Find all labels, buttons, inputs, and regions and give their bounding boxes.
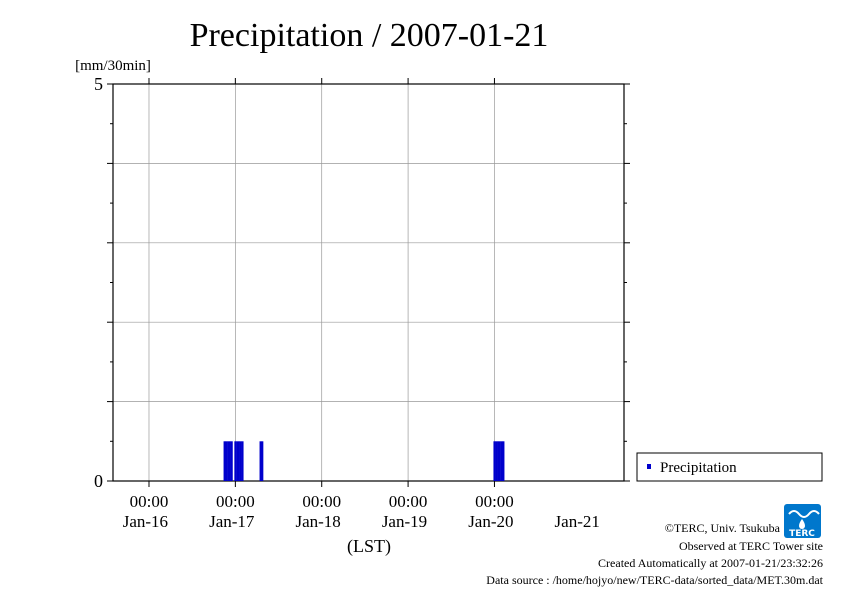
legend-marker [647,464,651,469]
axis-ticks [107,78,630,487]
precipitation-bar [230,441,233,481]
legend-label: Precipitation [660,460,737,476]
source-text: Data source : /home/hojyo/new/TERC-data/… [486,573,823,587]
x-time-tick-label: 00:00 [475,492,514,511]
x-date-label: Jan-17 [209,512,255,531]
x-date-label: Jan-20 [468,512,513,531]
x-date-label: Jan-16 [123,512,168,531]
observed-text: Observed at TERC Tower site [679,539,823,553]
grid-lines [113,84,624,481]
copyright-text: ©TERC, Univ. Tsukuba [665,521,781,535]
precipitation-bar [500,441,503,481]
precipitation-bar [493,441,496,481]
x-time-tick-label: 00:00 [302,492,341,511]
precipitation-bar [225,441,228,481]
y-tick-label: 0 [94,471,103,491]
precipitation-bars [223,441,505,481]
logo-text: TERC [789,529,815,539]
y-axis-label: [mm/30min] [75,58,151,74]
precipitation-bar [227,441,230,481]
precipitation-bar [237,441,240,481]
chart-title: Precipitation / 2007-01-21 [190,17,549,54]
precipitation-bar [241,441,244,481]
precipitation-bar [261,441,264,481]
legend-box [636,452,823,482]
plot-frame [112,83,625,482]
x-time-tick-label: 00:00 [130,492,169,511]
terc-logo: TERC [784,504,821,539]
precipitation-bar [498,441,501,481]
y-tick-label: 5 [94,74,103,94]
precipitation-bar [259,441,262,481]
precipitation-bar [228,441,231,481]
precipitation-bar [234,441,237,481]
x-axis-label: (LST) [347,536,391,557]
precipitation-bar [502,441,505,481]
x-date-label: Jan-18 [295,512,340,531]
legend: Precipitation [636,452,823,482]
logo-drop-icon [799,519,805,529]
precipitation-bar [223,441,226,481]
logo-wave-icon [788,510,820,518]
x-date-label: Jan-19 [382,512,427,531]
x-time-tick-label: 00:00 [389,492,428,511]
precipitation-bar [239,441,242,481]
precipitation-bar [236,441,239,481]
x-date-label: Jan-21 [555,512,600,531]
created-text: Created Automatically at 2007-01-21/23:3… [598,556,823,570]
precipitation-bar [497,441,500,481]
x-time-tick-label: 00:00 [216,492,255,511]
precipitation-bar [495,441,498,481]
